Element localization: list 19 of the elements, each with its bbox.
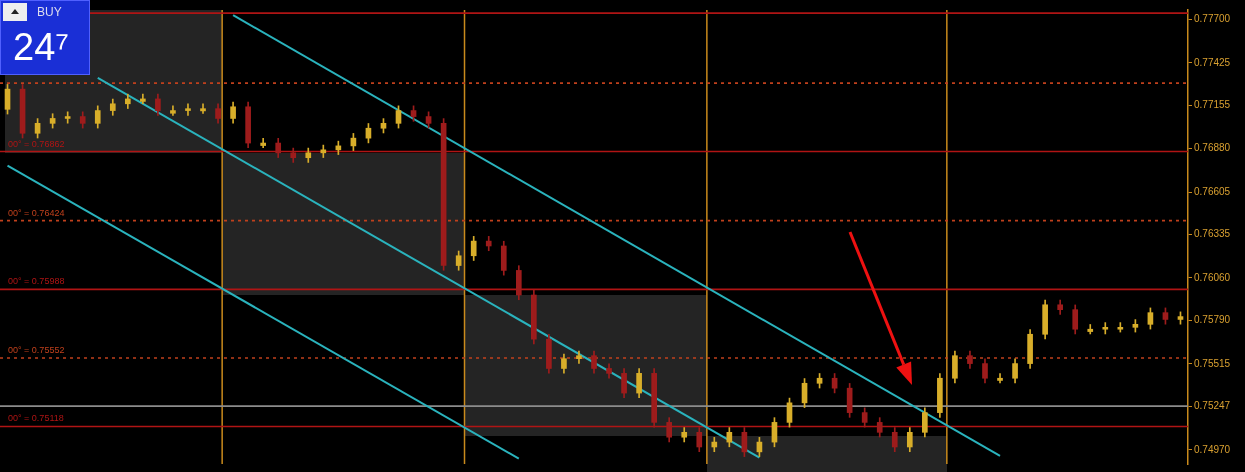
annotation: BUY	[37, 5, 62, 19]
ref-line-label: 00° = 0.76862	[8, 138, 65, 149]
y-tick-label: 0.76605	[1194, 185, 1231, 197]
y-tick-label: 0.74970	[1194, 443, 1231, 455]
ref-line-label: 00° = 0.76424	[8, 207, 65, 218]
y-tick-label: 0.77155	[1194, 99, 1231, 111]
y-tick-label: 0.75790	[1194, 314, 1231, 326]
y-tick-label: 0.77425	[1194, 56, 1231, 68]
price-panel: BUY 24⁷	[0, 0, 90, 75]
ref-line-label: 00° = 0.75118	[8, 413, 64, 424]
y-tick-label: 0.76880	[1194, 142, 1231, 154]
annotation: 24⁷	[13, 25, 70, 69]
y-tick-label: 0.75515	[1194, 357, 1231, 369]
y-tick-label: 0.75247	[1194, 399, 1231, 411]
y-tick-label: 0.77700	[1194, 13, 1231, 25]
y-tick-label: 0.76060	[1194, 271, 1231, 283]
y-tick-label: 0.76335	[1194, 228, 1231, 240]
ref-line-label: 00° = 0.75988	[8, 276, 65, 287]
ref-line-label: 00° = 0.75552	[8, 345, 65, 356]
